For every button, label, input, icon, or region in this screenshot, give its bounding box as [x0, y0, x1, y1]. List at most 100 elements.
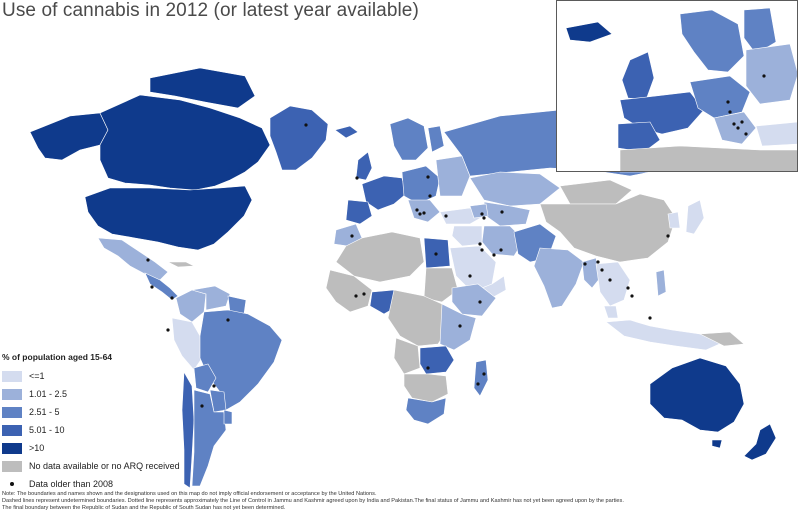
old-data-marker [444, 214, 448, 218]
legend-swatch [2, 406, 22, 418]
old-data-marker [434, 252, 438, 256]
legend-swatch [2, 370, 22, 382]
inset-iceland [565, 21, 613, 43]
old-data-marker [728, 110, 732, 114]
old-data-marker [212, 384, 216, 388]
region-china [539, 193, 677, 263]
region-argentina [191, 389, 227, 487]
old-data-marker [480, 248, 484, 252]
legend-dot-holder [2, 479, 22, 490]
region-scandinavia [389, 117, 429, 161]
inset-scandinavia [679, 9, 745, 73]
notes: Note: The boundaries and names shown and… [2, 491, 792, 512]
old-data-marker [732, 122, 736, 126]
region-malaysia [603, 305, 619, 319]
old-data-marker [355, 176, 359, 180]
region-brazil [199, 309, 283, 411]
old-data-marker [736, 126, 740, 130]
legend-label: 5.01 - 10 [29, 425, 65, 435]
region-cuba [167, 261, 196, 268]
region-philippines [655, 269, 667, 297]
region-iceland [334, 125, 359, 139]
legend-item: 2.51 - 5 [2, 403, 252, 421]
old-data-marker [476, 382, 480, 386]
region-kazakhstan [469, 171, 561, 207]
old-data-marker [500, 210, 504, 214]
old-data-marker [146, 258, 150, 262]
europe-inset-frame [556, 0, 798, 172]
legend-item: 5.01 - 10 [2, 421, 252, 439]
region-angola [393, 337, 421, 375]
old-data-marker [600, 268, 604, 272]
region-central-africa [387, 289, 451, 347]
old-data-marker [492, 253, 496, 257]
inset-north-africa [619, 145, 799, 173]
region-papua [698, 331, 745, 347]
region-peru-ecuador [171, 317, 203, 371]
legend-label: >10 [29, 443, 45, 453]
old-data-marker [150, 285, 154, 289]
old-data-marker [482, 372, 486, 376]
old-data-marker [666, 234, 670, 238]
region-chile [181, 370, 195, 489]
old-data-marker [608, 278, 612, 282]
region-japan [685, 199, 705, 235]
legend: % of population aged 15-64 <=1 1.01 - 2.5… [2, 352, 252, 493]
old-data-marker [418, 212, 422, 216]
region-madagascar [473, 359, 489, 397]
inset-eastern-europe [745, 43, 799, 105]
region-iraq-syria [451, 225, 483, 247]
region-colombia [175, 289, 207, 323]
inset-central-europe [689, 75, 751, 119]
note-line-1: Note: The boundaries and names shown and… [2, 491, 377, 497]
region-mongolia [559, 179, 633, 205]
inset-turkey [755, 121, 799, 147]
legend-title: % of population aged 15-64 [2, 352, 113, 362]
region-bolivia [193, 363, 217, 393]
region-iberia [345, 199, 373, 225]
region-canada [99, 94, 271, 191]
region-central-europe [401, 165, 441, 205]
old-data-marker [426, 366, 430, 370]
old-data-marker [480, 212, 484, 216]
region-uk-ireland [355, 151, 373, 181]
legend-items: <=1 1.01 - 2.5 2.51 - 5 5.01 - 10 >10 No data… [2, 367, 252, 475]
inset-balkans [713, 111, 757, 145]
old-data-marker [744, 132, 748, 136]
region-greenland [269, 105, 329, 171]
old-data-marker [726, 100, 730, 104]
legend-swatch [2, 388, 22, 400]
old-data-marker [468, 274, 472, 278]
region-zambia-tanzania [419, 345, 455, 375]
region-thailand-indochina [595, 261, 631, 307]
legend-swatch [2, 460, 22, 472]
old-data-marker [362, 292, 366, 296]
old-data-marker [226, 318, 230, 322]
region-balkans [407, 199, 441, 223]
legend-item: <=1 [2, 367, 252, 385]
old-data-marker [415, 208, 419, 212]
region-east-africa [439, 303, 477, 351]
region-australia [649, 357, 745, 433]
region-uruguay [223, 409, 233, 425]
old-data-marker [648, 316, 652, 320]
old-data-marker [428, 194, 432, 198]
legend-dot-label: Data older than 2008 [29, 479, 114, 489]
old-data-marker [354, 294, 358, 298]
inset-iberia [617, 121, 661, 153]
region-central-america [144, 272, 179, 301]
old-data-marker [170, 296, 174, 300]
region-sudan [423, 267, 459, 303]
legend-item: 1.01 - 2.5 [2, 385, 252, 403]
region-usa [84, 185, 253, 251]
note-line-3: The final boundary between the Republic … [2, 505, 286, 511]
old-data-marker [583, 262, 587, 266]
old-data-marker [596, 260, 600, 264]
old-data-marker [626, 286, 630, 290]
region-korea [667, 211, 681, 229]
region-eastern-europe [435, 155, 471, 197]
region-alaska [29, 112, 109, 161]
old-data-marker [350, 234, 354, 238]
legend-label: <=1 [29, 371, 45, 381]
